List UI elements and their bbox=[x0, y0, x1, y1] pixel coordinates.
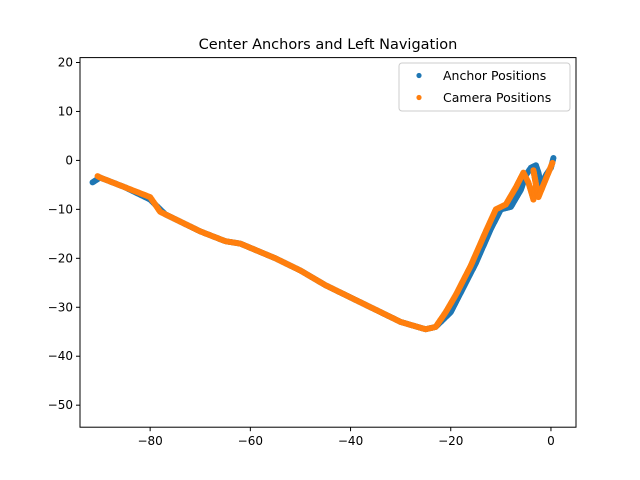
y-tick-label: −50 bbox=[48, 398, 73, 412]
y-tick-label: 10 bbox=[58, 104, 73, 118]
x-tick-label: −40 bbox=[338, 434, 363, 448]
y-tick-label: −10 bbox=[48, 202, 73, 216]
y-tick-label: 20 bbox=[58, 55, 73, 69]
legend-label-anchor: Anchor Positions bbox=[443, 68, 546, 83]
y-tick-label: −20 bbox=[48, 251, 73, 265]
axes-frame bbox=[79, 57, 577, 428]
x-axis: −80 −60 −40 −20 0 bbox=[137, 427, 555, 448]
plot-area bbox=[89, 154, 557, 333]
x-tick-label: −80 bbox=[137, 434, 162, 448]
legend-box bbox=[398, 62, 571, 112]
y-tick-label: −30 bbox=[48, 300, 73, 314]
y-tick-label: 0 bbox=[65, 153, 73, 167]
x-tick-label: −20 bbox=[438, 434, 463, 448]
legend-label-camera: Camera Positions bbox=[443, 90, 551, 105]
x-tick-label: 0 bbox=[547, 434, 555, 448]
data-point bbox=[550, 154, 557, 161]
series-camera-points bbox=[94, 159, 556, 333]
legend-marker-anchor bbox=[416, 72, 422, 79]
data-point bbox=[549, 159, 556, 166]
chart-title: Center Anchors and Left Navigation bbox=[199, 37, 458, 53]
y-tick-label: −40 bbox=[48, 349, 73, 363]
y-axis: 20 10 0 −10 −20 −30 −40 −50 bbox=[48, 55, 80, 412]
legend: Anchor Positions Camera Positions bbox=[398, 62, 571, 112]
x-tick-label: −60 bbox=[238, 434, 263, 448]
legend-marker-camera bbox=[416, 94, 422, 101]
